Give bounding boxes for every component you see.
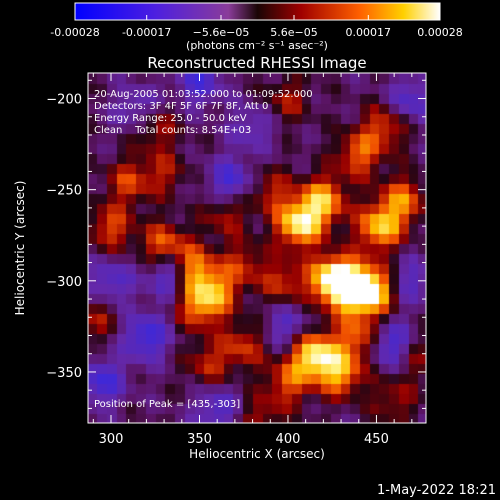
colorbar-tick-label: 0.00028 <box>417 26 463 39</box>
y-tick-label: −350 <box>46 366 82 381</box>
y-tick-label: −300 <box>46 275 82 290</box>
annotation-detectors: Detectors: 3F 4F 5F 6F 7F 8F, Att 0 <box>94 101 268 112</box>
colorbar-tick-label: -0.00017 <box>122 26 171 39</box>
colorbar-tick-label: −5.6e−05 <box>193 26 250 39</box>
colorbar <box>74 2 441 21</box>
footer-date: 1-May-2022 18:21 <box>377 483 496 498</box>
y-axis-ticks: −200 −250 −300 −350 <box>46 79 426 409</box>
x-tick-label: 350 <box>187 432 212 447</box>
x-axis-label: Heliocentric X (arcsec) <box>189 447 325 461</box>
annotation-peak: Position of Peak = [435,-303] <box>94 399 240 410</box>
plot-frame <box>87 72 427 424</box>
x-tick-label: 300 <box>99 432 124 447</box>
x-axis-ticks: 300 350 400 450 <box>92 73 413 447</box>
colorbar-unit-label: (photons cm⁻² s⁻¹ asec⁻²) <box>186 39 328 52</box>
y-tick-label: −200 <box>46 93 82 108</box>
y-axis-label: Heliocentric Y (arcsec) <box>13 181 27 316</box>
colorbar-tick-label: -0.00028 <box>50 26 99 39</box>
chart-title: Reconstructed RHESSI Image <box>147 54 366 72</box>
heatmap-image <box>88 73 426 423</box>
annotation-time-range: 20-Aug-2005 01:03:52.000 to 01:09:52.000 <box>94 89 313 100</box>
colorbar-tick-label: 0.00017 <box>346 26 392 39</box>
colorbar-ticks: -0.00028 -0.00017 −5.6e−05 5.6e−05 0.00017 0.… <box>50 15 463 39</box>
y-tick-label: −250 <box>46 184 82 199</box>
annotation-energy: Energy Range: 25.0 - 50.0 keV <box>94 113 247 124</box>
x-tick-label: 450 <box>364 432 389 447</box>
annotation-clean: Clean Total counts: 8.54E+03 <box>94 125 251 136</box>
colorbar-tick-label: 5.6e−05 <box>270 26 317 39</box>
x-tick-label: 400 <box>276 432 301 447</box>
